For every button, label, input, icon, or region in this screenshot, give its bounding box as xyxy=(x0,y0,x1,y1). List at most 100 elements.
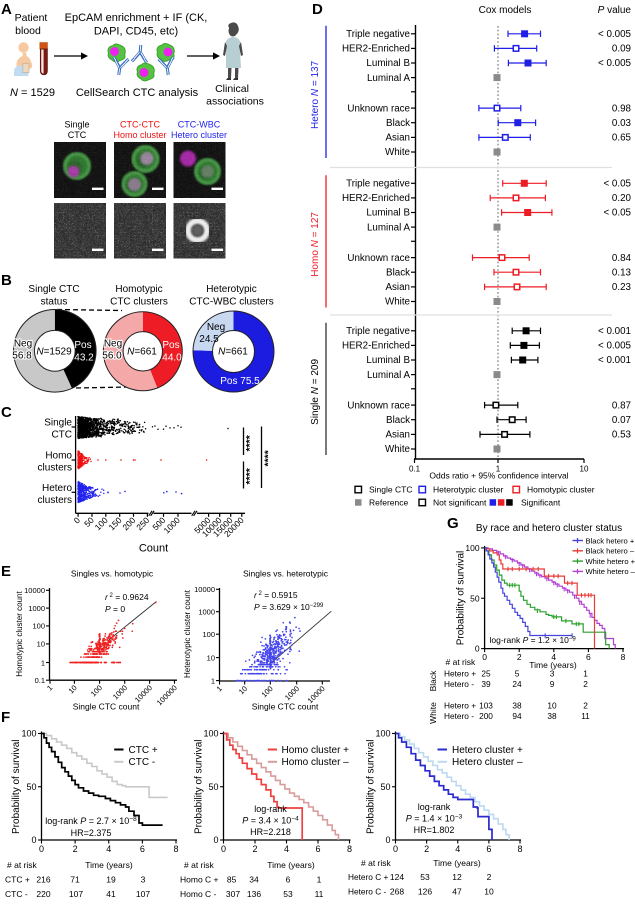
svg-text:Hetero C -: Hetero C - xyxy=(348,887,387,897)
svg-text:50: 50 xyxy=(470,593,480,603)
svg-text:0: 0 xyxy=(39,844,44,854)
svg-text:6: 6 xyxy=(486,844,491,854)
svg-text:log-rank: log-rank xyxy=(418,802,451,812)
svg-text:43.2: 43.2 xyxy=(74,353,94,364)
svg-text:White: White xyxy=(428,702,438,724)
svg-text:1: 1 xyxy=(211,676,215,685)
svg-text:10: 10 xyxy=(484,887,494,897)
svg-text:0.1: 0.1 xyxy=(409,465,421,474)
svg-text:8: 8 xyxy=(173,844,178,854)
svg-text:Unknown race: Unknown race xyxy=(347,103,410,114)
svg-text:2: 2 xyxy=(583,701,588,711)
svg-text:12: 12 xyxy=(452,872,462,882)
svg-text:Singles vs. heterotypic: Singles vs. heterotypic xyxy=(243,569,329,579)
svg-text:Heterotypic cluster: Heterotypic cluster xyxy=(433,485,504,495)
svg-text:CTC: CTC xyxy=(68,130,87,140)
svg-text:10: 10 xyxy=(37,640,45,649)
svg-text:0: 0 xyxy=(482,652,487,662)
svg-text:P = 3.4 × 10−4: P = 3.4 × 10−4 xyxy=(242,816,299,826)
svg-text:DAPI, CD45, etc): DAPI, CD45, etc) xyxy=(94,26,178,38)
svg-text:Single: Single xyxy=(64,120,89,130)
svg-text:Hetero cluster +: Hetero cluster + xyxy=(452,745,523,756)
svg-text:307: 307 xyxy=(226,889,240,899)
svg-text:53: 53 xyxy=(420,872,430,882)
svg-text:24.5: 24.5 xyxy=(199,334,219,345)
svg-text:107: 107 xyxy=(69,889,83,899)
svg-text:100: 100 xyxy=(21,729,36,739)
svg-text:Hetero +: Hetero + xyxy=(444,669,476,679)
svg-text:****: **** xyxy=(244,434,256,451)
svg-text:8: 8 xyxy=(347,844,352,854)
svg-text:Black: Black xyxy=(386,118,410,129)
svg-text:Luminal A: Luminal A xyxy=(367,370,410,381)
svg-text:HR=2.375: HR=2.375 xyxy=(71,828,112,838)
svg-text:Homo cluster: Homo cluster xyxy=(113,130,166,140)
svg-text:3: 3 xyxy=(141,875,146,885)
svg-text:2: 2 xyxy=(517,652,522,662)
svg-text:Single CTC: Single CTC xyxy=(28,284,79,295)
svg-text:100: 100 xyxy=(32,622,45,631)
svg-text:Luminal A: Luminal A xyxy=(367,73,410,84)
svg-text:CTC clusters: CTC clusters xyxy=(110,297,168,308)
svg-text:56.8: 56.8 xyxy=(12,351,32,362)
svg-text:B: B xyxy=(1,272,12,289)
svg-text:log-rank P = 1.2 × 10−9: log-rank P = 1.2 × 10−9 xyxy=(490,635,577,645)
svg-text:< 0.05: < 0.05 xyxy=(603,208,631,219)
svg-text:200: 200 xyxy=(479,711,493,721)
svg-text:10000: 10000 xyxy=(24,586,45,595)
svg-text:Unknown race: Unknown race xyxy=(347,400,410,411)
svg-text:Homotypic cluster count: Homotypic cluster count xyxy=(15,591,24,677)
svg-text:Unknown race: Unknown race xyxy=(347,253,410,264)
svg-text:CTC +: CTC + xyxy=(129,745,158,756)
svg-text:# at risk: # at risk xyxy=(7,860,38,870)
svg-text:Triple negative: Triple negative xyxy=(346,29,410,40)
svg-text:0.98: 0.98 xyxy=(612,103,632,114)
svg-text:5: 5 xyxy=(515,669,520,679)
svg-text:# at risk: # at risk xyxy=(184,860,215,870)
svg-text:47: 47 xyxy=(452,887,462,897)
svg-text:126: 126 xyxy=(418,887,432,897)
svg-text:D: D xyxy=(312,1,323,18)
svg-text:# at risk: # at risk xyxy=(361,858,392,868)
svg-text:0.20: 0.20 xyxy=(612,193,632,204)
svg-text:4: 4 xyxy=(106,844,111,854)
svg-text:11: 11 xyxy=(315,889,324,899)
svg-text:Reference: Reference xyxy=(369,498,408,508)
svg-text:Hetero N = 137: Hetero N = 137 xyxy=(310,60,321,129)
svg-text:3: 3 xyxy=(550,669,555,679)
svg-text:N=661: N=661 xyxy=(218,347,248,358)
svg-text:Pos 75.5: Pos 75.5 xyxy=(220,376,260,387)
svg-text:50: 50 xyxy=(380,782,390,792)
svg-text:log-rank: log-rank xyxy=(254,804,287,814)
svg-text:Luminal B: Luminal B xyxy=(366,58,410,69)
svg-text:Homo C -: Homo C - xyxy=(180,889,217,899)
svg-text:44.0: 44.0 xyxy=(162,353,182,364)
svg-text:Heterotypic cluster count: Heterotypic cluster count xyxy=(183,589,192,678)
svg-text:Clinical: Clinical xyxy=(215,83,249,95)
svg-text:6: 6 xyxy=(286,875,291,885)
svg-text:0.1: 0.1 xyxy=(35,676,45,685)
svg-text:Hetero -: Hetero - xyxy=(444,711,474,721)
svg-text:0.23: 0.23 xyxy=(612,282,632,293)
svg-text:< 0.05: < 0.05 xyxy=(603,179,631,190)
svg-text:Heterotypic: Heterotypic xyxy=(206,284,257,295)
svg-text:Hetero -: Hetero - xyxy=(444,679,474,689)
svg-text:0.07: 0.07 xyxy=(612,415,631,426)
svg-text:White: White xyxy=(385,297,411,308)
svg-text:Not significant: Not significant xyxy=(433,498,487,508)
svg-text:0: 0 xyxy=(475,644,480,654)
svg-text:107: 107 xyxy=(136,889,150,899)
svg-text:10000: 10000 xyxy=(194,585,215,594)
svg-text:0.03: 0.03 xyxy=(612,118,632,129)
svg-text:Probability of survival: Probability of survival xyxy=(194,740,205,834)
svg-text:N = 1529: N = 1529 xyxy=(10,87,55,99)
svg-text:6: 6 xyxy=(586,652,591,662)
svg-text:Count: Count xyxy=(139,543,168,555)
svg-text:Cox models: Cox models xyxy=(479,5,532,16)
svg-text:Luminal B: Luminal B xyxy=(366,355,410,366)
svg-text:CTC-WBC clusters: CTC-WBC clusters xyxy=(189,297,273,308)
svg-text:CTC -: CTC - xyxy=(5,889,28,899)
svg-text:9: 9 xyxy=(550,679,555,689)
svg-text:0: 0 xyxy=(393,844,398,854)
svg-text:Patient: Patient xyxy=(15,12,48,24)
